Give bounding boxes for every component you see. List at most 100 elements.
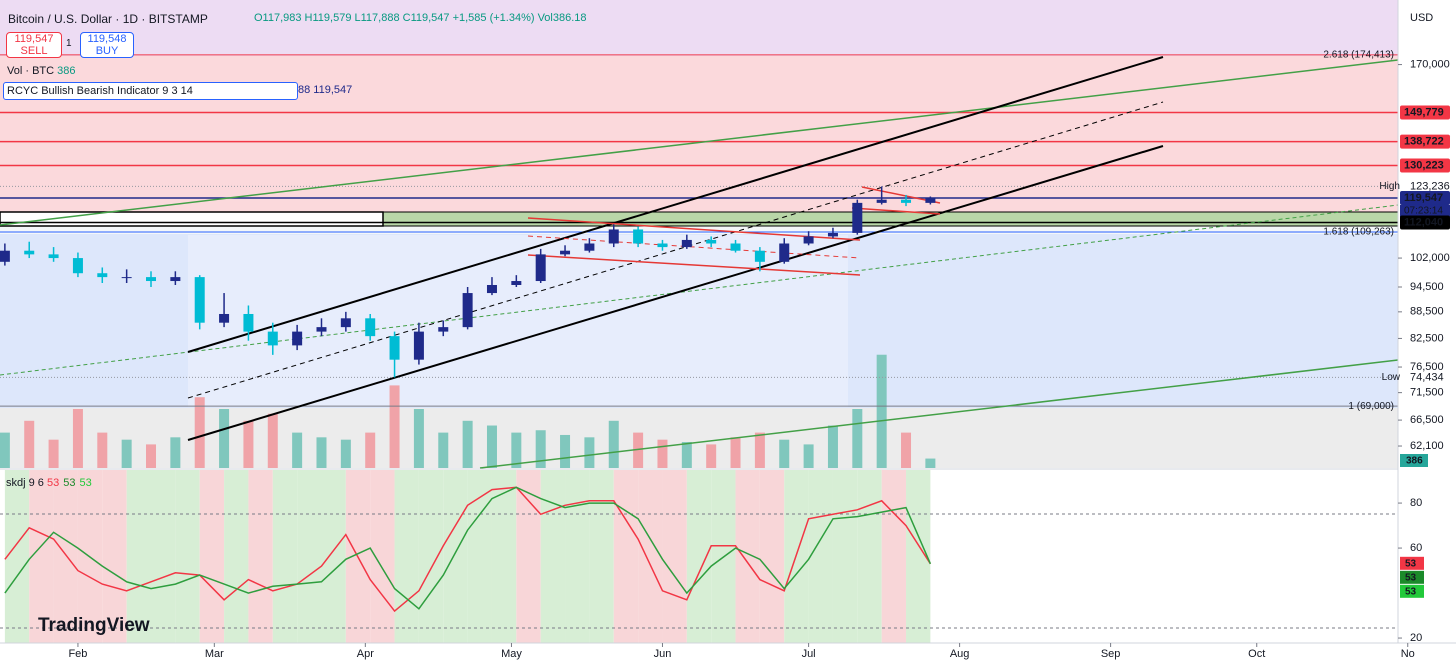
sell-button[interactable]: 119,547 SELL: [6, 32, 62, 58]
flag-line: [527, 235, 861, 259]
candle-body: [24, 250, 35, 255]
indicator-zone: [857, 470, 882, 643]
indicator-zone: [881, 470, 907, 643]
volume-bar: [803, 444, 814, 468]
trend-line: [479, 359, 1399, 469]
symbol: Bitcoin / U.S. Dollar · 1D · BITSTAMP: [8, 12, 208, 26]
candle-body: [657, 243, 668, 248]
indicator-layer: [4, 486, 932, 613]
currency: USD: [1410, 12, 1433, 24]
candle-body: [121, 277, 132, 279]
buy-label: BUY: [95, 45, 119, 57]
candle-body: [462, 293, 473, 328]
channel-mid: [187, 101, 1164, 399]
volume-bar: [754, 432, 765, 468]
volume-bar: [340, 439, 351, 468]
volume-layer: [0, 354, 936, 468]
volume-bar: [219, 409, 230, 468]
indicator-tag-label: 53: [1405, 586, 1417, 597]
indicator-zone: [418, 470, 444, 643]
indicator-tag-label: 53: [1405, 572, 1417, 583]
volume-bar: [633, 432, 644, 468]
volume-bar: [292, 432, 303, 468]
price-tag-label: 119,547: [1404, 192, 1443, 204]
channel-lower: [187, 145, 1164, 441]
indicator-zone: [565, 470, 590, 643]
candle-body: [340, 318, 351, 328]
candle-body: [827, 232, 838, 237]
x-tick-label: Sep: [1101, 648, 1121, 660]
x-tick-label: May: [501, 648, 522, 660]
y-tick-label: 71,500: [1410, 387, 1444, 399]
volume-bar: [779, 439, 790, 468]
buy-button[interactable]: 119,548 BUY: [80, 32, 134, 58]
volume-bar: [243, 420, 254, 468]
candle-body: [413, 331, 424, 360]
indicator-zone: [589, 470, 614, 643]
zone-grey: [0, 408, 1398, 468]
volume-bar: [560, 434, 571, 468]
price-tag: [1400, 190, 1450, 205]
watermark: TradingView: [38, 615, 150, 636]
candle-body: [584, 243, 595, 251]
flag-line: [527, 254, 861, 276]
x-tick-label: Mar: [205, 648, 224, 660]
x-tick-label: No: [1401, 648, 1415, 660]
ohlc-header: O117,983 H119,579 L117,888 C119,547 +1,5…: [254, 12, 587, 24]
indicator-legend[interactable]: RCYC Bullish Bearish Indicator 9 3 14: [3, 82, 298, 100]
volume-bar: [925, 458, 936, 468]
volume-bar: [121, 439, 132, 468]
candle-body: [730, 243, 741, 251]
indicator-zone: [175, 470, 200, 643]
candle-body: [560, 250, 571, 255]
fib-level-label: 1 (69,000): [1348, 401, 1394, 412]
candle-body: [170, 277, 181, 282]
trend-line: [0, 204, 1399, 376]
candle-body: [754, 250, 765, 262]
candle-body: [486, 284, 497, 294]
indicator-zone: [394, 470, 419, 643]
indicator-legend-value: 53: [79, 477, 92, 489]
indicator-zone: [491, 470, 517, 643]
volume-tag: [1400, 454, 1428, 467]
x-tick-label: Jun: [654, 648, 672, 660]
indicator-zones: [4, 470, 931, 643]
indicator-zone: [808, 470, 833, 643]
volume-bar: [535, 430, 546, 468]
indicator-zone: [272, 470, 298, 643]
volume-bar: [48, 439, 59, 468]
volume-bar: [413, 409, 424, 468]
volume-bar: [0, 432, 10, 468]
indicator-tag: [1400, 556, 1424, 570]
volume-bar: [852, 409, 863, 468]
price-tag-label: 149,779: [1404, 106, 1444, 118]
candle-body: [316, 327, 327, 332]
indicator-zone: [151, 470, 176, 643]
indicator-y-tick-label: 20: [1410, 632, 1422, 644]
trend-line: [0, 59, 1399, 226]
indicator-zone: [613, 470, 639, 643]
x-tick-label: Oct: [1248, 648, 1265, 660]
volume-bar: [462, 420, 473, 468]
indicator-y-tick-label: 60: [1410, 542, 1422, 554]
volume-bar: [146, 444, 157, 468]
axis-layer: 170,000 102,000 94,500 88,500 82,500 76,500 71…: [68, 58, 1450, 660]
indicator-zone: [53, 470, 78, 643]
indicator-zone: [321, 470, 346, 643]
volume-bar: [170, 437, 181, 468]
candle-body: [901, 199, 912, 203]
volume-bar: [876, 354, 887, 468]
candle-body: [243, 313, 254, 332]
y-tick-label: 66,500: [1410, 414, 1444, 426]
indicator-tag: [1400, 570, 1424, 584]
y-tick-label: 170,000: [1410, 58, 1450, 70]
volume-bar: [681, 442, 692, 468]
candle-body: [608, 229, 619, 244]
price-tag: [1400, 215, 1450, 230]
candle-body: [292, 331, 303, 346]
volume-bar: [608, 420, 619, 468]
volume-legend-value: 386: [57, 65, 76, 77]
indicator-zone: [199, 470, 225, 643]
volume-legend-label: Vol · BTC: [7, 65, 55, 77]
